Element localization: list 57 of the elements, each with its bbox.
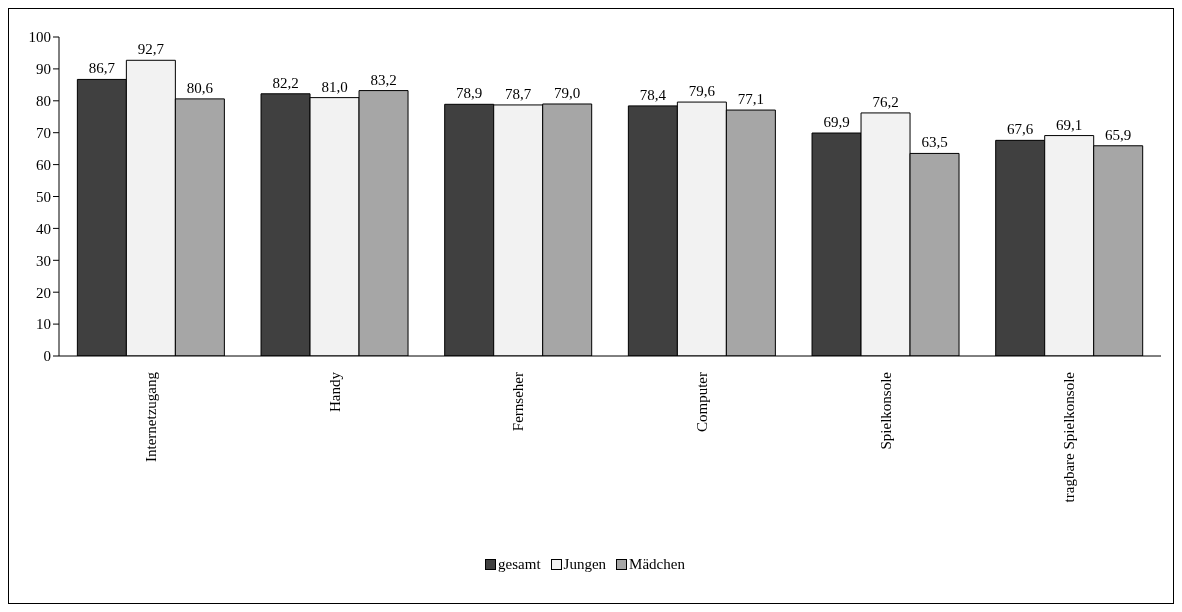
data-label: 78,4 <box>639 86 667 103</box>
data-label: 77,1 <box>737 91 764 108</box>
y-tick-label: 40 <box>36 220 51 237</box>
legend-label: Mädchen <box>629 556 685 573</box>
bar <box>444 103 495 356</box>
x-tick-label: Computer <box>693 372 710 432</box>
data-label: 92,7 <box>137 41 165 58</box>
y-tick-label: 10 <box>36 316 51 333</box>
bar <box>542 103 593 356</box>
data-label: 80,6 <box>186 79 214 96</box>
data-label: 82,2 <box>272 74 299 91</box>
bar <box>995 139 1046 356</box>
x-tick-label: tragbare Spielkonsole <box>1061 371 1078 503</box>
data-label: 69,9 <box>823 114 850 131</box>
bar <box>725 109 776 356</box>
legend-label: gesamt <box>498 556 541 573</box>
data-label: 76,2 <box>872 93 899 110</box>
bar <box>358 90 409 356</box>
y-tick-label: 30 <box>36 252 51 269</box>
x-tick-label: Spielkonsole <box>877 371 894 450</box>
bar <box>1044 135 1095 356</box>
bar <box>627 105 678 356</box>
data-label: 79,0 <box>554 84 581 101</box>
data-label: 81,0 <box>321 78 348 95</box>
bar <box>1093 145 1144 356</box>
y-tick-label: 70 <box>36 125 51 142</box>
bar <box>174 98 225 356</box>
x-tick-label: Fernseher <box>510 372 527 432</box>
legend-label: Jungen <box>563 556 607 573</box>
data-label: 78,9 <box>456 85 483 102</box>
y-tick-label: 80 <box>36 93 51 110</box>
data-label: 69,1 <box>1056 116 1083 133</box>
x-tick-label: Internetzugang <box>142 371 159 462</box>
bar <box>909 152 960 356</box>
data-label: 86,7 <box>88 60 116 77</box>
bar <box>676 101 727 356</box>
y-tick-label: 100 <box>28 29 51 46</box>
y-tick-label: 90 <box>36 61 51 78</box>
bar <box>76 78 127 356</box>
y-tick-label: 50 <box>36 188 51 205</box>
bar <box>493 104 544 356</box>
y-tick-label: 60 <box>36 156 51 173</box>
bar <box>309 97 360 356</box>
bar <box>260 93 311 356</box>
data-label: 79,6 <box>688 83 716 100</box>
y-tick-label: 20 <box>36 284 51 301</box>
chart-frame: gesamt Jungen Mädchen Internetzugang Handy Fernseher Computer Spielkonsole tragbare Spielkonsole 0 10 20 30 40 50 60 70 80 90 100 86,7 82,2 78,9 78,4 69,9 67,6 92,7 81,0 78,7 79,6 76,2 69,1 80,6 83,2 79,0 77,1 63,5 65,9 <box>8 8 1174 604</box>
bar <box>811 132 862 356</box>
data-label: 67,6 <box>1007 121 1034 138</box>
data-label: 78,7 <box>505 85 532 102</box>
data-label: 83,2 <box>370 71 397 88</box>
data-label: 63,5 <box>921 134 948 151</box>
bar <box>860 112 911 356</box>
x-tick-label: Handy <box>326 371 343 412</box>
bar <box>125 59 176 356</box>
data-label: 65,9 <box>1105 126 1132 143</box>
y-tick-label: 0 <box>43 348 51 365</box>
